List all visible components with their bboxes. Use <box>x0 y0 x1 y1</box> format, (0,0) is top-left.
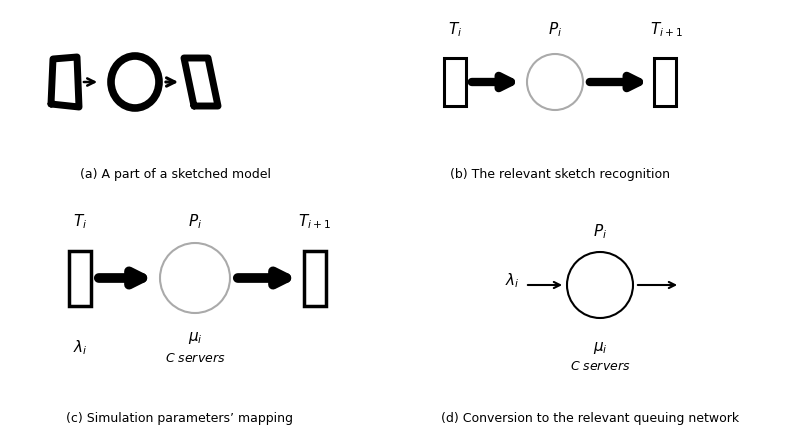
Text: $\lambda_i$: $\lambda_i$ <box>505 271 520 291</box>
Text: (d) Conversion to the relevant queuing network: (d) Conversion to the relevant queuing n… <box>441 412 739 425</box>
Bar <box>654 58 676 106</box>
Text: $C\ servers$: $C\ servers$ <box>165 352 225 365</box>
Text: $\mu_i$: $\mu_i$ <box>592 340 607 356</box>
Text: $T_{i+1}$: $T_{i+1}$ <box>298 212 332 231</box>
Text: (a) A part of a sketched model: (a) A part of a sketched model <box>80 168 271 181</box>
Text: $P_i$: $P_i$ <box>593 222 607 241</box>
Bar <box>304 251 326 306</box>
Text: (b) The relevant sketch recognition: (b) The relevant sketch recognition <box>450 168 670 181</box>
Bar <box>69 251 91 306</box>
Text: $T_{i+1}$: $T_{i+1}$ <box>650 20 684 39</box>
Text: $P_i$: $P_i$ <box>188 212 202 231</box>
Text: $C\ servers$: $C\ servers$ <box>570 360 630 373</box>
Text: $T_i$: $T_i$ <box>448 20 462 39</box>
Text: $P_i$: $P_i$ <box>548 20 562 39</box>
Text: $\lambda_i$: $\lambda_i$ <box>72 338 88 357</box>
Text: $\mu_i$: $\mu_i$ <box>188 330 202 346</box>
Text: (c) Simulation parameters’ mapping: (c) Simulation parameters’ mapping <box>67 412 294 425</box>
Bar <box>444 58 466 106</box>
Text: $T_i$: $T_i$ <box>73 212 87 231</box>
